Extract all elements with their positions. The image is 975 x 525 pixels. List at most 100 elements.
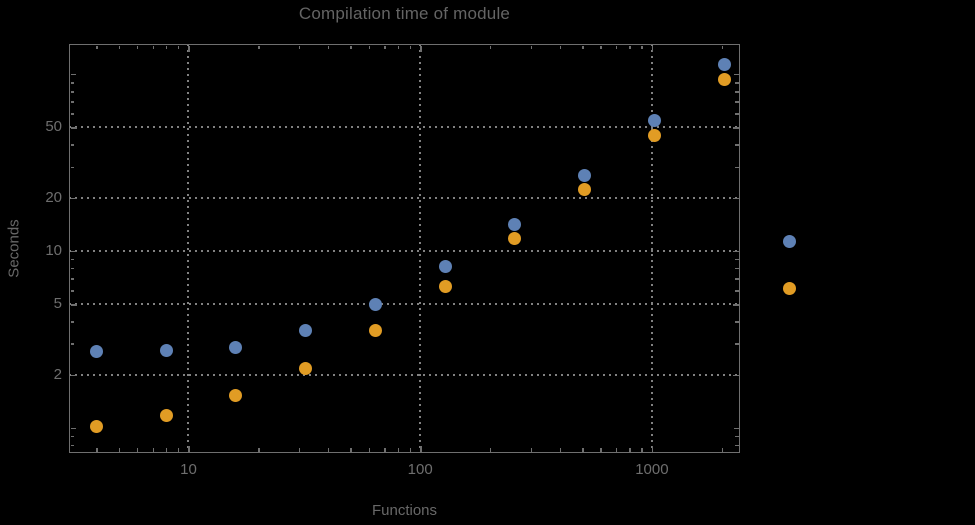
data-point-series-1-x64 xyxy=(368,297,382,311)
x-tick-top-4 xyxy=(96,45,98,49)
x-tick-top-600 xyxy=(600,45,602,49)
data-point-series-2-x64 xyxy=(368,324,382,338)
data-point-series-2-x4 xyxy=(89,419,103,433)
data-point-series-1-x128 xyxy=(438,260,452,274)
x-tick-top-2000 xyxy=(721,45,724,49)
y-tick-label-50: 50 xyxy=(45,118,62,136)
x-tick-6 xyxy=(137,448,139,452)
x-tick-10 xyxy=(188,445,190,452)
x-tick-label-10: 10 xyxy=(180,461,197,478)
x-tick-top-5 xyxy=(118,45,121,49)
x-tick-top-1000 xyxy=(651,45,654,52)
x-tick-top-50 xyxy=(350,45,352,49)
y-tick-right-6 xyxy=(735,290,739,292)
x-tick-top-7 xyxy=(152,45,154,49)
x-tick-40 xyxy=(327,448,330,452)
x-tick-80 xyxy=(397,448,400,452)
y-tick-1 xyxy=(70,427,76,430)
data-point-series-1-x1024 xyxy=(647,114,661,128)
y-tick-right-20 xyxy=(732,197,739,200)
y-tick-100 xyxy=(70,74,76,76)
y-tick-right-2 xyxy=(732,374,739,376)
x-tick-top-9 xyxy=(177,45,180,49)
y-tick-80 xyxy=(70,91,74,93)
y-tick-60 xyxy=(70,113,74,115)
y-gridline-20 xyxy=(69,196,740,199)
y-tick-7 xyxy=(70,278,74,280)
y-tick-right-1 xyxy=(733,427,739,430)
data-point-series-1-x8 xyxy=(159,344,173,358)
x-tick-top-800 xyxy=(629,45,631,49)
x-tick-top-90 xyxy=(409,45,411,49)
y-tick-right-60 xyxy=(735,113,739,115)
data-point-series-1-x2048 xyxy=(717,57,731,71)
y-gridline-2 xyxy=(69,373,740,376)
data-point-series-1-x16 xyxy=(229,340,243,354)
x-tick-500 xyxy=(582,448,584,452)
x-tick-60 xyxy=(368,448,371,452)
data-point-series-2-x16 xyxy=(229,389,243,403)
y-tick-70 xyxy=(70,101,74,103)
x-tick-100 xyxy=(420,445,422,452)
x-tick-top-900 xyxy=(641,45,643,49)
data-point-series-2-x512 xyxy=(578,182,592,196)
y-tick-right-0.8 xyxy=(735,444,739,447)
y-tick-right-9 xyxy=(735,259,739,261)
y-tick-right-30 xyxy=(735,166,739,168)
x-tick-top-6 xyxy=(137,45,139,49)
y-tick-4 xyxy=(70,321,74,323)
y-tick-right-5 xyxy=(732,304,739,306)
x-tick-1000 xyxy=(651,445,654,452)
x-tick-200 xyxy=(489,448,492,452)
legend-marker-series-1 xyxy=(783,235,796,248)
x-tick-top-500 xyxy=(582,45,584,49)
x-tick-top-60 xyxy=(368,45,371,49)
x-tick-top-20 xyxy=(258,45,260,49)
x-tick-label-1000: 1000 xyxy=(635,461,669,478)
x-tick-900 xyxy=(641,448,643,452)
y-gridline-10 xyxy=(69,249,740,252)
data-point-series-2-x256 xyxy=(508,232,522,246)
legend-marker-series-2 xyxy=(783,282,796,295)
x-gridline-1000 xyxy=(650,44,653,453)
x-tick-700 xyxy=(616,448,618,452)
y-tick-right-10 xyxy=(732,250,739,253)
data-point-series-2-x1024 xyxy=(647,128,661,142)
data-point-series-1-x512 xyxy=(578,169,592,183)
x-tick-top-400 xyxy=(559,45,562,49)
y-tick-right-40 xyxy=(735,144,739,146)
data-point-series-2-x128 xyxy=(438,280,452,294)
y-tick-right-80 xyxy=(735,91,739,93)
x-tick-5 xyxy=(118,448,121,452)
y-tick-10 xyxy=(70,250,77,253)
y-tick-right-90 xyxy=(735,82,739,84)
y-tick-right-0.9 xyxy=(735,435,739,438)
x-tick-300 xyxy=(530,448,533,452)
data-point-series-1-x32 xyxy=(299,324,313,338)
x-gridline-10 xyxy=(187,44,190,453)
y-tick-2 xyxy=(70,374,77,376)
x-tick-50 xyxy=(350,448,352,452)
x-tick-top-70 xyxy=(384,45,386,49)
plot-frame xyxy=(69,44,740,453)
y-tick-right-7 xyxy=(735,278,739,280)
data-point-series-2-x2048 xyxy=(717,72,731,86)
y-tick-label-5: 5 xyxy=(53,295,62,313)
y-gridline-50 xyxy=(69,126,740,129)
y-tick-0.8 xyxy=(70,444,74,447)
y-tick-right-8 xyxy=(735,268,739,270)
data-point-series-1-x4 xyxy=(89,344,103,358)
y-tick-right-4 xyxy=(735,321,739,323)
y-tick-label-10: 10 xyxy=(45,241,62,259)
data-point-series-1-x256 xyxy=(508,217,522,231)
x-tick-top-30 xyxy=(299,45,301,49)
data-point-series-2-x32 xyxy=(299,362,313,376)
y-tick-6 xyxy=(70,290,74,292)
x-tick-top-40 xyxy=(327,45,330,49)
x-tick-top-200 xyxy=(489,45,492,49)
y-tick-right-3 xyxy=(735,343,739,345)
y-tick-right-100 xyxy=(733,74,739,76)
y-tick-3 xyxy=(70,343,74,345)
chart-title: Compilation time of module xyxy=(298,4,511,23)
